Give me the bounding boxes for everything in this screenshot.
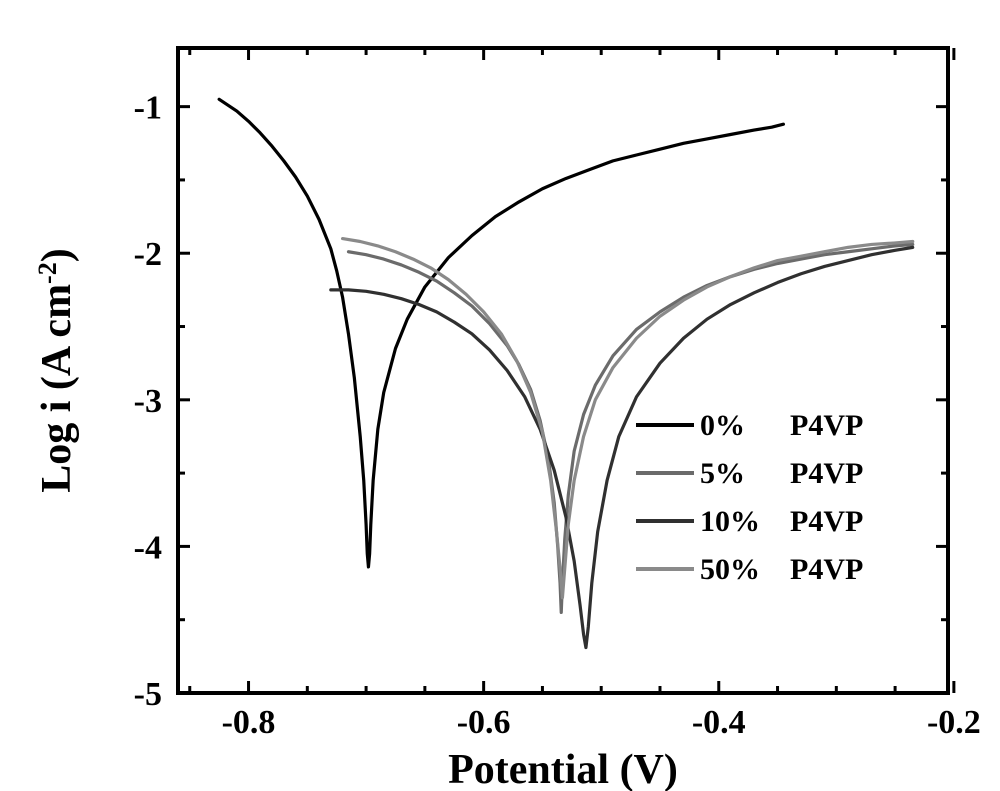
- x-tick-label: -0.6: [457, 704, 511, 741]
- x-tick-label: -0.2: [927, 704, 981, 741]
- y-tick-label: -1: [134, 90, 162, 127]
- tafel-chart: -0.8 -0.6 -0.4 -0.2 -5 -4 -3 -2 -1 Potential (V) L…: [0, 0, 1000, 791]
- x-tick-label: -0.8: [222, 704, 276, 741]
- x-tick-label: -0.4: [692, 704, 746, 741]
- y-tick-label: -3: [134, 383, 162, 420]
- chart-svg: -0.8 -0.6 -0.4 -0.2 -5 -4 -3 -2 -1 Potential (V) L…: [0, 0, 1000, 791]
- y-tick-label: -5: [134, 676, 162, 713]
- y-tick-label: -2: [134, 236, 162, 273]
- x-axis-label: Potential (V): [448, 747, 678, 791]
- y-axis-label: Log i (A cm-2): [33, 248, 81, 493]
- y-tick-label: -4: [134, 529, 162, 566]
